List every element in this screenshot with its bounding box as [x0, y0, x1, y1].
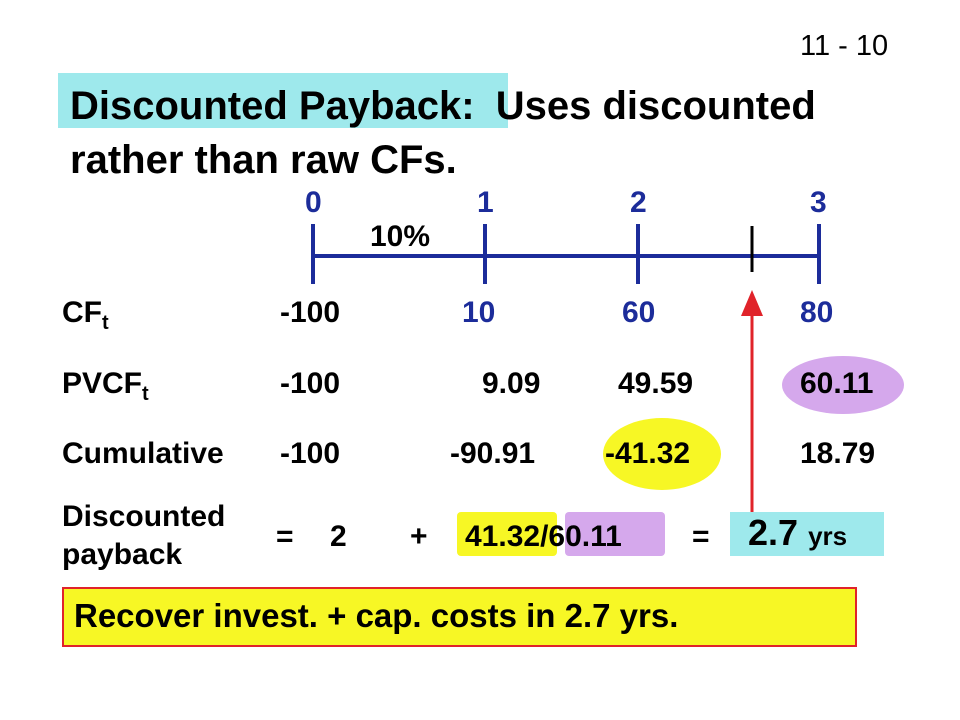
timeline-period-1: 1: [477, 186, 494, 219]
payback-equals-2: =: [692, 520, 710, 553]
title-highlight-box: [58, 73, 508, 128]
result-highlight-box: [730, 512, 884, 556]
payback-numerator: 41.32: [465, 520, 541, 553]
timeline-period-2: 2: [630, 186, 647, 219]
pvcf-highlight-ellipse: [782, 356, 904, 414]
pvcf-value-3: 60.11: [800, 367, 874, 400]
payback-label-line1: Discounted: [62, 500, 226, 533]
conclusion-text: Recover invest. + cap. costs in 2.7 yrs.: [74, 597, 679, 634]
discount-rate: 10%: [370, 220, 431, 253]
conclusion-box: [62, 587, 857, 647]
payback-equals-1: =: [276, 520, 294, 553]
title-line2: rather than raw CFs.: [70, 138, 457, 182]
cumulative-value-2: -41.32: [605, 437, 691, 470]
cumulative-value-0: -100: [280, 437, 341, 470]
payback-arrow-head: [741, 290, 763, 316]
pvcf-value-0: -100: [280, 367, 341, 400]
cumulative-value-1: -90.91: [450, 437, 536, 470]
payback-slash: /: [540, 520, 549, 553]
slide-title: Discounted Payback: Uses discounted: [70, 84, 816, 129]
title-highlight-text: Discounted Payback:: [70, 84, 475, 128]
cf-value-1: 10: [462, 296, 496, 329]
payback-result-number: 2.7: [748, 512, 799, 553]
cumulative-value-3: 18.79: [800, 437, 876, 470]
payback-years: 2: [330, 520, 347, 553]
title-rest-text: Uses discounted: [495, 84, 816, 128]
slide-number: 11 - 10: [800, 30, 889, 62]
pvcf-value-2: 49.59: [618, 367, 694, 400]
payback-label-line2: payback: [62, 538, 183, 571]
payback-plus: +: [410, 520, 428, 553]
cf-row-label: CFt: [62, 296, 109, 334]
payback-denominator: 60.11: [548, 520, 622, 553]
payback-result-unit: yrs: [808, 521, 848, 551]
numerator-highlight-box: [457, 512, 557, 556]
payback-result: 2.7 yrs: [748, 512, 847, 554]
timeline-period-0: 0: [305, 186, 322, 219]
cf-value-2: 60: [622, 296, 656, 329]
cf-value-0: -100: [280, 296, 341, 329]
pvcf-value-1: 9.09: [482, 367, 541, 400]
pvcf-row-label: PVCFt: [62, 367, 149, 405]
payback-fraction: 41.32/60.11: [465, 520, 622, 554]
cf-value-3: 80: [800, 296, 834, 329]
denominator-highlight-box: [565, 512, 665, 556]
cumulative-row-label: Cumulative: [62, 437, 224, 470]
timeline-period-3: 3: [810, 186, 827, 219]
cumulative-highlight-ellipse: [603, 418, 721, 490]
